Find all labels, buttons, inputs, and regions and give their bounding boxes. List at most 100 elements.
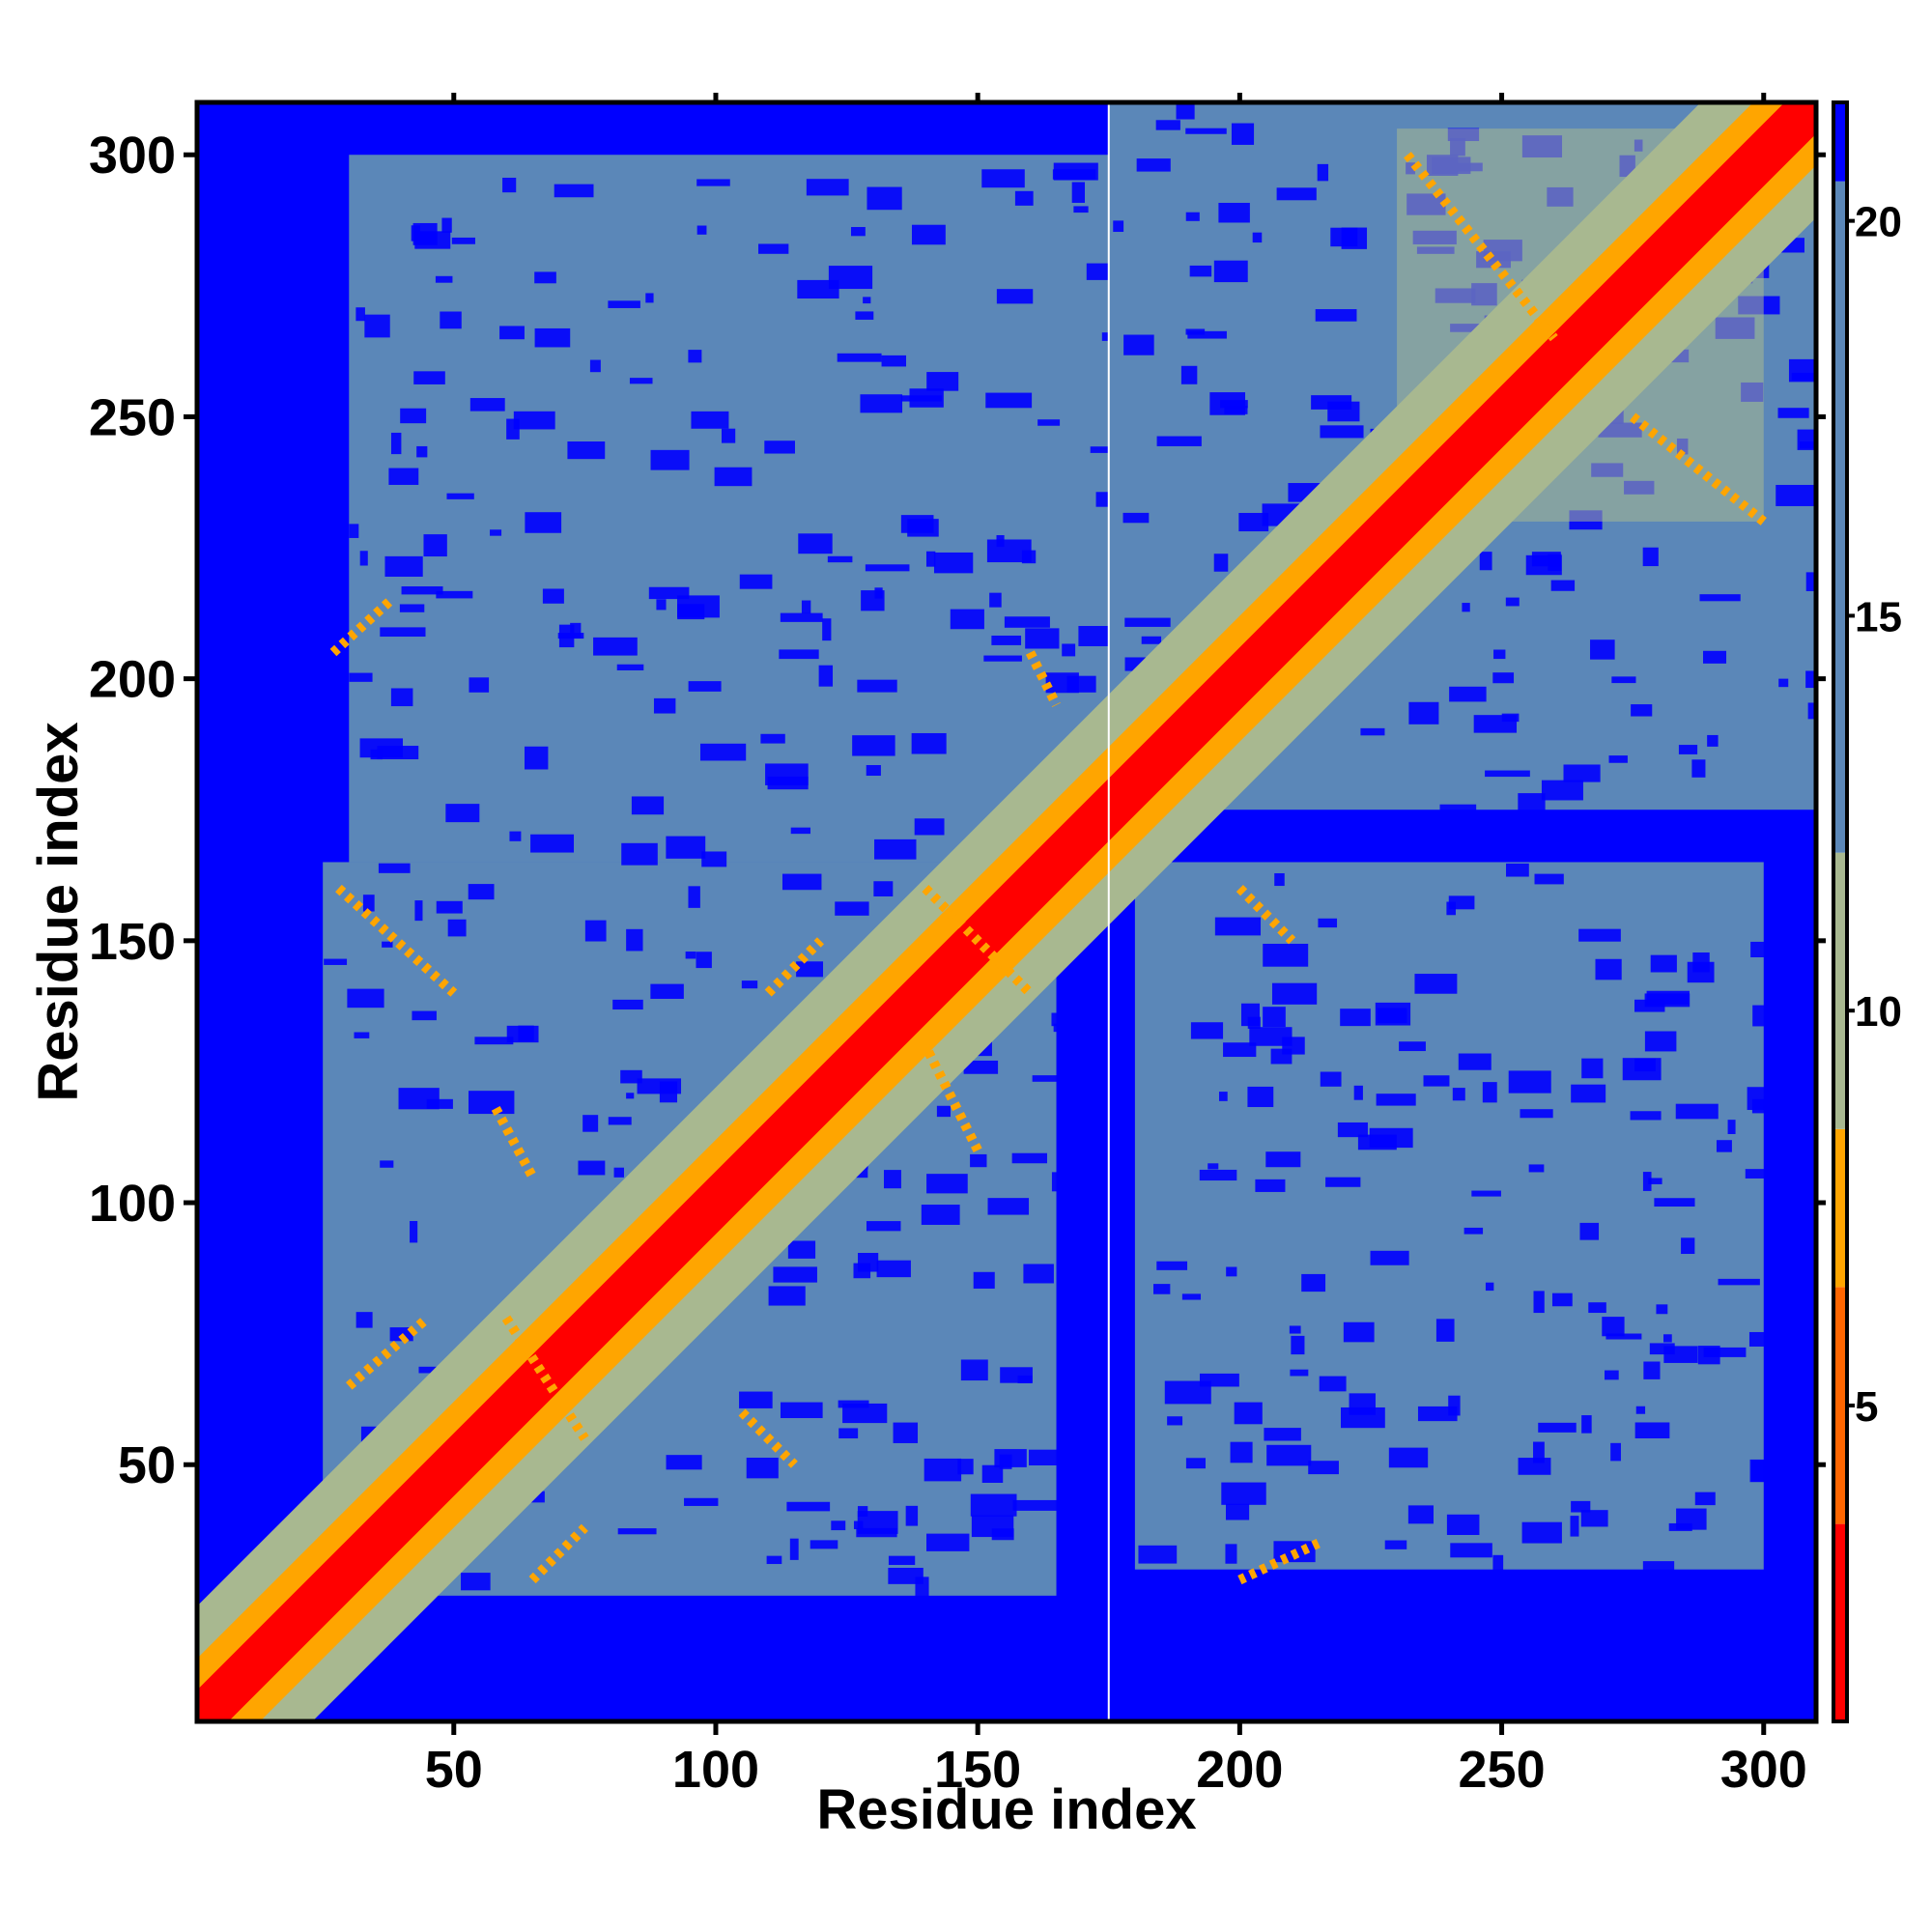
heat-gap: [950, 609, 984, 630]
heat-gap: [1317, 163, 1329, 182]
heat-gap: [863, 297, 871, 304]
heat-gap: [1156, 1261, 1188, 1270]
heat-gap: [1249, 1027, 1293, 1046]
heat-gap: [810, 1540, 838, 1549]
diagonal-band: [197, 102, 1816, 1721]
heat-gap: [435, 275, 453, 283]
heat-gap: [1446, 1514, 1480, 1535]
heat-gap: [1270, 1048, 1293, 1065]
heat-gap: [354, 1032, 370, 1038]
heat-gap: [960, 1359, 988, 1381]
heat-gap: [390, 432, 402, 455]
heat-gap: [1004, 616, 1050, 628]
heat-gap: [1330, 227, 1358, 247]
heat-gap: [509, 831, 522, 841]
heat-gap: [1508, 1070, 1551, 1094]
heat-gap: [1492, 1554, 1504, 1576]
colorbar-band: [1833, 1287, 1847, 1524]
heat-gap: [1485, 770, 1530, 778]
heat-gap: [1181, 1293, 1202, 1300]
heat-gap: [1538, 1422, 1577, 1433]
heat-gap: [441, 217, 452, 233]
heat-gap: [666, 836, 706, 859]
heat-gap: [401, 586, 443, 595]
heat-gap: [377, 746, 419, 760]
heat-gap: [490, 529, 502, 536]
heat-gap: [1320, 425, 1364, 439]
contact-arc: [738, 1408, 798, 1468]
heat-gap: [1610, 1442, 1621, 1462]
heat-gap: [797, 279, 839, 299]
colorbar-frame: [1832, 100, 1849, 1723]
heat-gap: [936, 1105, 951, 1118]
heat-gap: [1141, 636, 1162, 644]
contact-arc: [1236, 885, 1296, 945]
heat-gap: [1654, 1198, 1695, 1208]
heat-gap: [1318, 918, 1338, 928]
heat-gap: [1449, 686, 1487, 702]
heat-gap: [827, 555, 853, 563]
heat-gap: [893, 1422, 919, 1443]
heat-gap: [764, 440, 795, 454]
heat-gap: [739, 574, 773, 589]
heat-gap: [524, 746, 549, 770]
heat-gap: [1644, 993, 1690, 1008]
heat-gap: [866, 765, 881, 777]
heat-gap: [1642, 1172, 1652, 1191]
heat-gap: [1534, 873, 1564, 885]
heat-gap: [837, 353, 882, 362]
heat-gap: [525, 512, 562, 533]
heat-gap: [1176, 104, 1195, 120]
heat-gap: [994, 1449, 1027, 1467]
heat-gap: [1681, 1237, 1695, 1255]
heat-gap: [1691, 759, 1706, 778]
heat-gap: [1012, 1499, 1058, 1511]
heat-gap: [1776, 484, 1816, 506]
heat-gap: [876, 1260, 911, 1278]
colorbar: 5 10 15 20: [1832, 100, 1902, 1723]
heat-gap: [987, 1198, 1030, 1215]
heat-gap: [925, 551, 936, 567]
heat-gap: [593, 637, 638, 656]
heat-gap: [1642, 547, 1659, 567]
heat-gap: [1051, 1012, 1085, 1027]
heat-gap: [324, 958, 348, 965]
heat-gap: [1414, 974, 1458, 994]
colorbar-band: [1833, 181, 1847, 853]
heat-gap: [582, 1115, 599, 1132]
heat-gap: [1675, 1103, 1719, 1120]
heat-gap: [780, 612, 823, 622]
heat-gap: [1463, 1227, 1484, 1235]
heat-gap: [1155, 120, 1180, 130]
heat-gap: [768, 1286, 806, 1306]
heat-gap: [469, 398, 505, 412]
heat-gap: [1570, 1516, 1579, 1537]
heat-gap: [786, 1501, 831, 1512]
heat-gap: [469, 677, 490, 693]
heat-gap: [1320, 1071, 1342, 1087]
heat-gap: [1492, 672, 1515, 684]
colorbar-band: [1833, 1128, 1847, 1288]
heat-gap: [499, 326, 525, 340]
heat-gap: [1384, 1540, 1407, 1549]
heat-gap: [1697, 1346, 1720, 1365]
contact-arc: [922, 885, 1034, 997]
heat-gap: [1747, 1087, 1780, 1111]
heat-gap: [1225, 1544, 1237, 1564]
heat-gap: [1541, 780, 1583, 801]
heat-gap: [721, 428, 736, 443]
heat-gap: [1388, 1447, 1429, 1468]
heat-gap: [1325, 1177, 1361, 1187]
heat-gap: [758, 243, 789, 254]
heat-gap: [867, 186, 902, 211]
heat-gap: [1014, 190, 1034, 206]
heat-gap: [688, 886, 700, 908]
heat-gap: [1452, 1088, 1465, 1101]
heat-gap: [1749, 1459, 1765, 1483]
heat-gap: [1703, 650, 1727, 664]
heat-gap: [1571, 1500, 1591, 1513]
heat-gap: [513, 411, 555, 430]
heat-gap: [413, 371, 445, 384]
heat-gap: [650, 983, 684, 999]
